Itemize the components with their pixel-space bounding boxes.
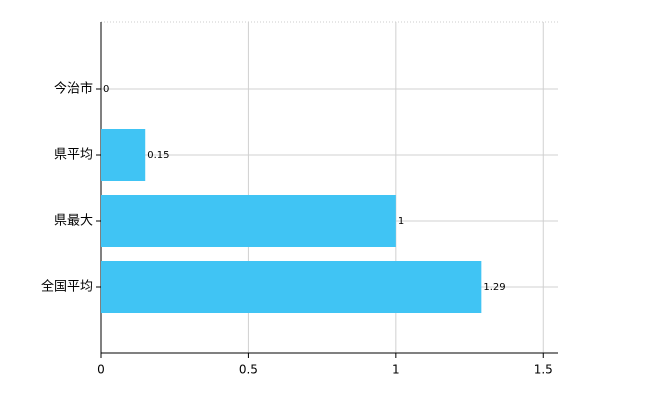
bar bbox=[101, 261, 482, 313]
value-label: 1.29 bbox=[483, 282, 505, 293]
y-tick-label: 今治市 bbox=[54, 81, 93, 97]
bar bbox=[101, 195, 396, 247]
x-tick-label: 0.5 bbox=[239, 363, 258, 377]
bar bbox=[101, 129, 146, 181]
value-label: 0 bbox=[103, 84, 109, 95]
value-label: 0.15 bbox=[147, 150, 169, 161]
y-tick-label: 全国平均 bbox=[41, 279, 93, 295]
y-tick-label: 県平均 bbox=[54, 148, 93, 163]
value-label: 1 bbox=[398, 216, 404, 227]
x-tick-label: 1 bbox=[392, 363, 400, 377]
x-tick-label: 1.5 bbox=[534, 363, 553, 377]
y-tick-label: 県最大 bbox=[54, 214, 93, 229]
x-tick-label: 0 bbox=[97, 363, 105, 377]
